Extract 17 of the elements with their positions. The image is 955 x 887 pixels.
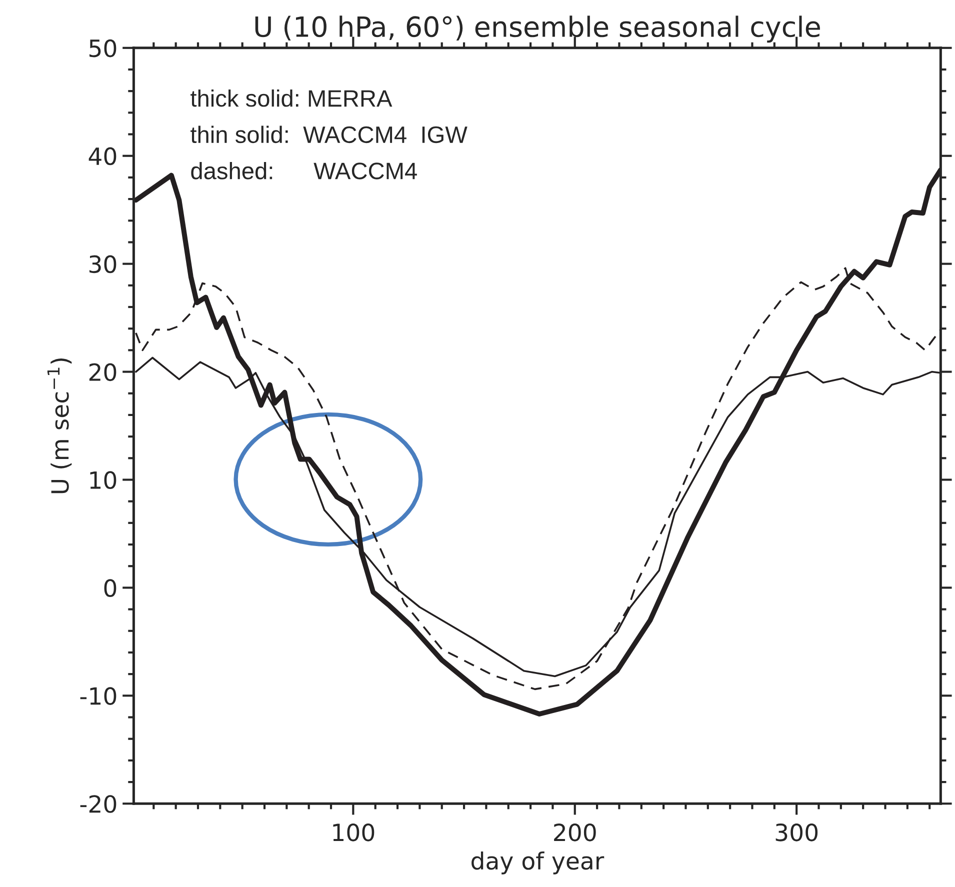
y-tick-label: -10 <box>80 687 116 705</box>
y-tick-label: 40 <box>88 147 116 166</box>
y-tick-label: 0 <box>104 579 116 598</box>
y-tick-label: 20 <box>89 363 116 382</box>
annotation: dashed: WACCM4 <box>191 162 417 180</box>
x-tick-label: 100 <box>333 823 374 842</box>
y-tick-label: 50 <box>90 39 116 58</box>
y-tick-label: 10 <box>90 471 116 490</box>
x-tick-label: 200 <box>554 823 596 842</box>
y-tick-label: 30 <box>89 255 116 274</box>
y-tick-label: -20 <box>80 795 116 813</box>
chart-title: U (10 hPa, 60°) ensemble seasonal cycle <box>255 16 820 43</box>
annotation: thin solid: WACCM4 IGW <box>190 126 468 144</box>
x-tick-label: 300 <box>776 823 818 842</box>
y-axis-title: U (m sec$^{−1}$) <box>47 358 72 494</box>
x-axis-title: day of year <box>472 851 604 874</box>
annotation: thick solid: MERRA <box>190 89 392 107</box>
